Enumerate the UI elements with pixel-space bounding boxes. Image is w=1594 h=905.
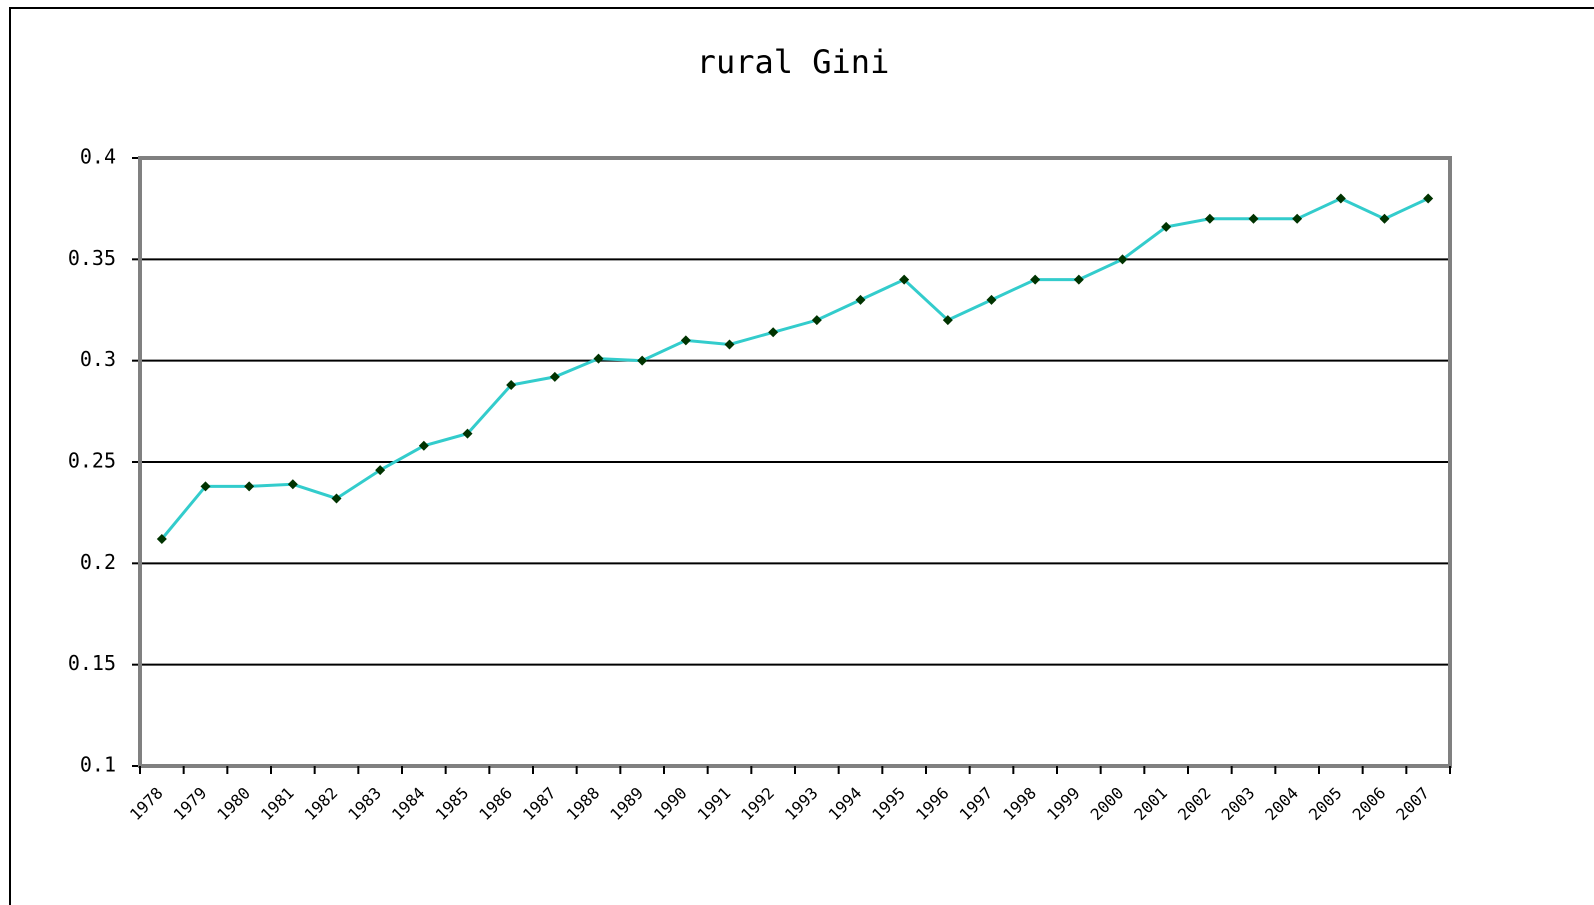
- y-tick-label: 0.25: [68, 449, 116, 473]
- data-point: [986, 294, 997, 305]
- data-point: [593, 353, 604, 364]
- y-tick-label: 0.3: [80, 347, 116, 371]
- data-point: [1248, 213, 1259, 224]
- data-point: [899, 274, 910, 285]
- y-tick-label: 0.4: [80, 145, 116, 169]
- data-point: [942, 315, 953, 326]
- data-point: [1335, 193, 1346, 204]
- data-point: [549, 371, 560, 382]
- data-point: [680, 335, 691, 346]
- data-point: [375, 465, 386, 476]
- y-tick-label: 0.1: [80, 753, 116, 777]
- y-tick-label: 0.35: [68, 246, 116, 270]
- data-point: [768, 327, 779, 338]
- data-point: [637, 355, 648, 366]
- data-point: [418, 440, 429, 451]
- chart-frame: [9, 7, 1594, 905]
- data-point: [1204, 213, 1215, 224]
- data-point: [1073, 274, 1084, 285]
- data-point: [506, 379, 517, 390]
- data-point: [1379, 213, 1390, 224]
- data-point: [1161, 221, 1172, 232]
- data-point: [811, 315, 822, 326]
- y-tick-label: 0.15: [68, 651, 116, 675]
- data-point: [1030, 274, 1041, 285]
- data-point: [855, 294, 866, 305]
- data-point: [331, 493, 342, 504]
- chart-title: rural Gini: [697, 43, 890, 81]
- series-line: [160, 196, 1429, 540]
- data-point: [200, 481, 211, 492]
- data-point: [1423, 193, 1434, 204]
- data-point: [724, 339, 735, 350]
- data-point: [462, 428, 473, 439]
- y-tick-label: 0.2: [80, 550, 116, 574]
- data-point: [156, 534, 167, 545]
- data-point: [244, 481, 255, 492]
- data-point: [1117, 254, 1128, 265]
- data-point: [287, 479, 298, 490]
- data-point: [1292, 213, 1303, 224]
